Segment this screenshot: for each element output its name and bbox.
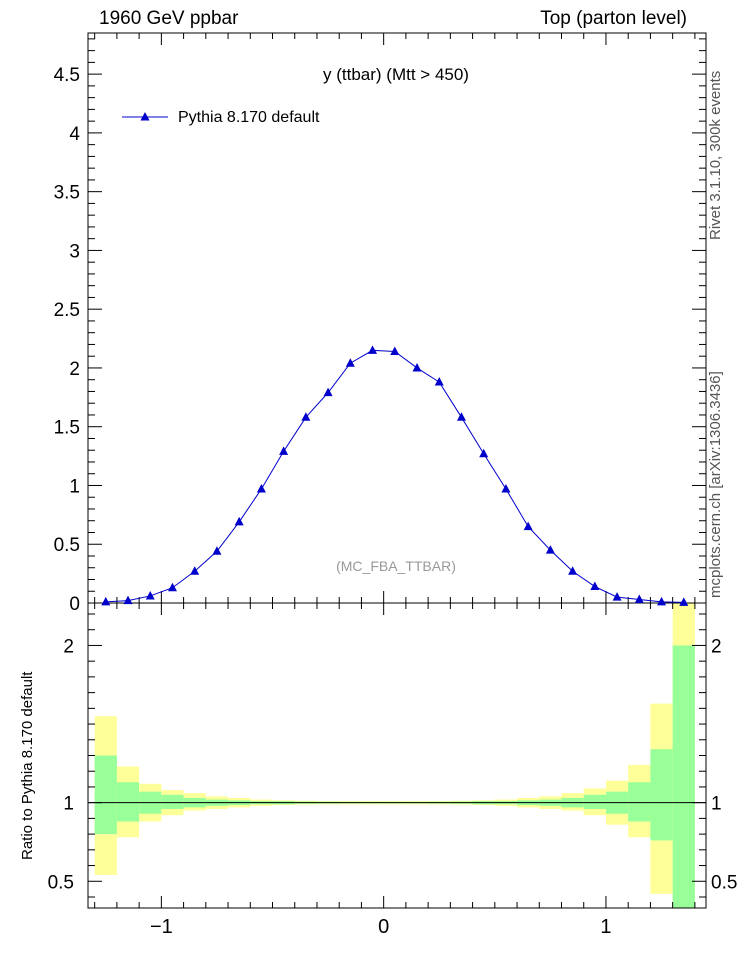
y-tick-label: 4.5 bbox=[54, 65, 80, 86]
header-left: 1960 GeV ppbar bbox=[99, 8, 239, 29]
data-point bbox=[657, 596, 667, 606]
x-tick-label: −1 bbox=[150, 916, 173, 938]
data-point bbox=[612, 592, 622, 601]
ratio-band-green bbox=[672, 645, 695, 908]
data-point bbox=[368, 345, 378, 354]
data-point bbox=[123, 595, 133, 605]
ratio-y-tick-label: 1 bbox=[63, 794, 74, 815]
ratio-y-tick-label: 0.5 bbox=[48, 872, 74, 893]
legend-label: Pythia 8.170 default bbox=[178, 109, 320, 126]
data-point bbox=[301, 412, 311, 421]
data-point bbox=[167, 582, 177, 592]
data-point bbox=[479, 448, 489, 458]
ratio-band-green bbox=[94, 755, 117, 835]
data-point bbox=[634, 594, 644, 603]
data-point bbox=[568, 566, 578, 575]
data-point bbox=[190, 566, 200, 575]
data-point bbox=[590, 581, 600, 591]
ratio-frame bbox=[87, 602, 707, 909]
ratio-band-green bbox=[161, 794, 184, 809]
ratio-y-tick-label-right: 0.5 bbox=[711, 872, 737, 893]
data-point bbox=[434, 377, 444, 386]
ratio-band-green bbox=[116, 782, 140, 822]
data-point bbox=[101, 596, 111, 606]
ratio-band-green bbox=[650, 749, 673, 841]
chart-title: y (ttbar) (Mtt > 450) bbox=[323, 65, 469, 84]
data-point bbox=[234, 516, 244, 526]
y-tick-label: 4 bbox=[69, 124, 80, 145]
ratio-y-tick-label: 2 bbox=[63, 636, 74, 657]
y-tick-label: 1 bbox=[69, 476, 80, 497]
data-point bbox=[323, 387, 333, 397]
data-point bbox=[456, 412, 466, 421]
data-point bbox=[523, 521, 533, 531]
watermark: (MC_FBA_TTBAR) bbox=[336, 558, 456, 574]
data-point bbox=[679, 597, 689, 606]
x-tick-label: 0 bbox=[378, 916, 389, 938]
data-point bbox=[345, 358, 355, 367]
data-point bbox=[501, 484, 511, 493]
data-point bbox=[256, 484, 266, 493]
data-point bbox=[279, 446, 289, 455]
y-tick-label: 1.5 bbox=[54, 418, 80, 439]
y-tick-label: 2.5 bbox=[54, 300, 80, 321]
ratio-band-green bbox=[583, 794, 606, 809]
data-point bbox=[390, 346, 400, 355]
ratio-y-tick-label-right: 1 bbox=[711, 794, 722, 815]
data-point bbox=[412, 362, 422, 372]
data-point bbox=[545, 545, 555, 554]
y-tick-label: 3.5 bbox=[54, 183, 80, 204]
ratio-band-green bbox=[628, 782, 651, 822]
ratio-y-tick-label-right: 2 bbox=[711, 636, 722, 657]
header-right: Top (parton level) bbox=[540, 8, 687, 29]
y-tick-label: 3 bbox=[69, 241, 80, 262]
data-point bbox=[212, 546, 222, 555]
y-tick-label: 0 bbox=[69, 594, 80, 615]
legend-marker bbox=[140, 112, 150, 121]
x-tick-label: 1 bbox=[600, 916, 611, 938]
y-tick-label: 0.5 bbox=[54, 535, 80, 556]
data-point bbox=[145, 590, 155, 600]
y-tick-label: 2 bbox=[69, 359, 80, 380]
